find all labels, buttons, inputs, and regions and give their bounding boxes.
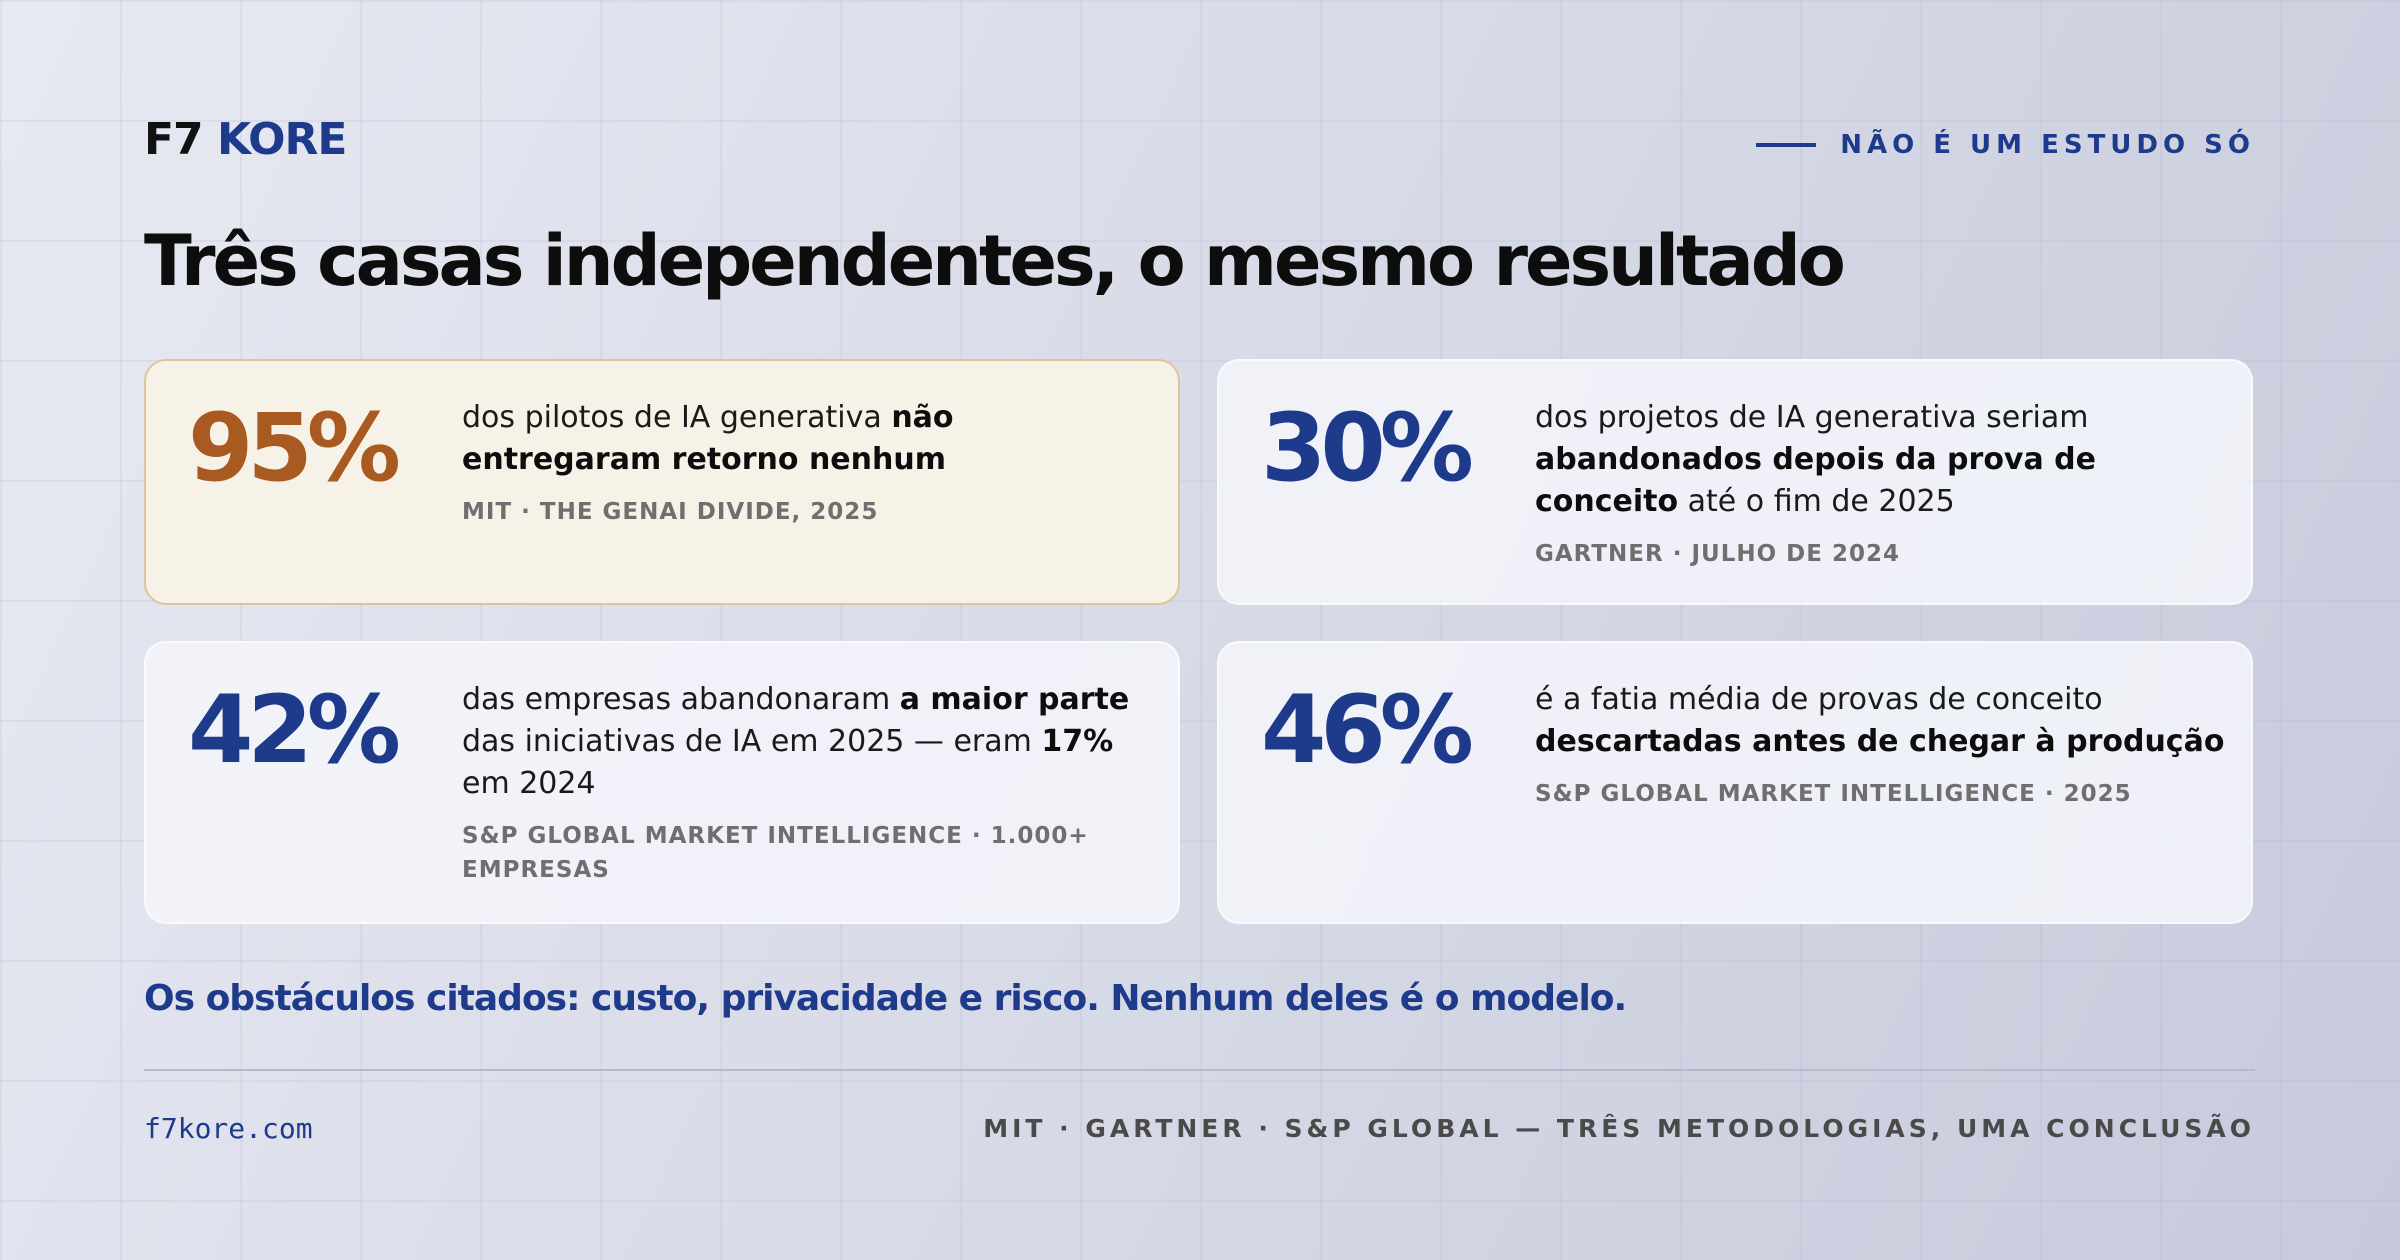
stat-card-sp-initiatives: 42% das empresas abandonaram a maior par… [144,641,1180,924]
stat-source: GARTNER · JULHO DE 2024 [1535,541,1900,567]
stat-description: é a fatia média de provas de conceito de… [1535,679,2225,763]
tagline-text: NÃO É UM ESTUDO SÓ [1840,130,2255,160]
stat-value: 30% [1261,394,1474,503]
stat-body: das empresas abandonaram a maior parte d… [462,679,1152,887]
desc-emphasis: descartadas antes de chegar à produção [1535,724,2225,759]
desc-emphasis: abandonados depois da prova de conceito [1535,442,2096,519]
brand-logo: F7 KORE [144,114,347,165]
desc-emphasis: não entregaram retorno nenhum [462,400,954,477]
tagline: NÃO É UM ESTUDO SÓ [1756,130,2255,160]
stat-body: dos pilotos de IA generativa não entrega… [462,397,1152,529]
desc-text: dos projetos de IA generativa seriam [1535,400,2089,435]
desc-emphasis: 17% [1041,724,1114,759]
stat-card-sp-poc: 46% é a fatia média de provas de conceit… [1217,641,2253,924]
desc-text: das iniciativas de IA em 2025 — eram [462,724,1042,759]
stat-source: S&P GLOBAL MARKET INTELLIGENCE · 1.000+ … [462,823,1089,883]
stat-source: MIT · THE GENAI DIVIDE, 2025 [462,499,879,525]
stat-description: dos projetos de IA generativa seriam aba… [1535,397,2225,523]
stat-value: 42% [188,676,401,785]
stat-body: é a fatia média de provas de conceito de… [1535,679,2225,811]
stat-card-gartner: 30% dos projetos de IA generativa seriam… [1217,359,2253,605]
stat-value: 46% [1261,676,1474,785]
page-title: Três casas independentes, o mesmo result… [144,220,1846,302]
stat-description: dos pilotos de IA generativa não entrega… [462,397,1152,481]
brand-logo-part1: F7 [144,114,204,165]
stat-description: das empresas abandonaram a maior parte d… [462,679,1152,805]
website-link[interactable]: f7kore.com [144,1112,313,1145]
stat-card-mit: 95% dos pilotos de IA generativa não ent… [144,359,1180,605]
desc-emphasis: a maior parte [899,682,1130,717]
stat-source: S&P GLOBAL MARKET INTELLIGENCE · 2025 [1535,781,2132,807]
desc-text: das empresas abandonaram [462,682,900,717]
brand-logo-part2: KORE [217,114,347,165]
stat-body: dos projetos de IA generativa seriam aba… [1535,397,2225,571]
stat-value: 95% [188,394,401,503]
desc-text: é a fatia média de provas de conceito [1535,682,2103,717]
desc-text: em 2024 [462,766,596,801]
footer-divider [144,1069,2255,1071]
footer-sources: MIT · GARTNER · S&P GLOBAL — TRÊS METODO… [983,1114,2255,1143]
tagline-rule [1756,143,1817,147]
callout-text: Os obstáculos citados: custo, privacidad… [144,978,1627,1019]
slide: F7 KORE NÃO É UM ESTUDO SÓ Três casas in… [144,0,2255,1260]
desc-text: até o fim de 2025 [1678,484,1955,519]
desc-text: dos pilotos de IA generativa [462,400,892,435]
